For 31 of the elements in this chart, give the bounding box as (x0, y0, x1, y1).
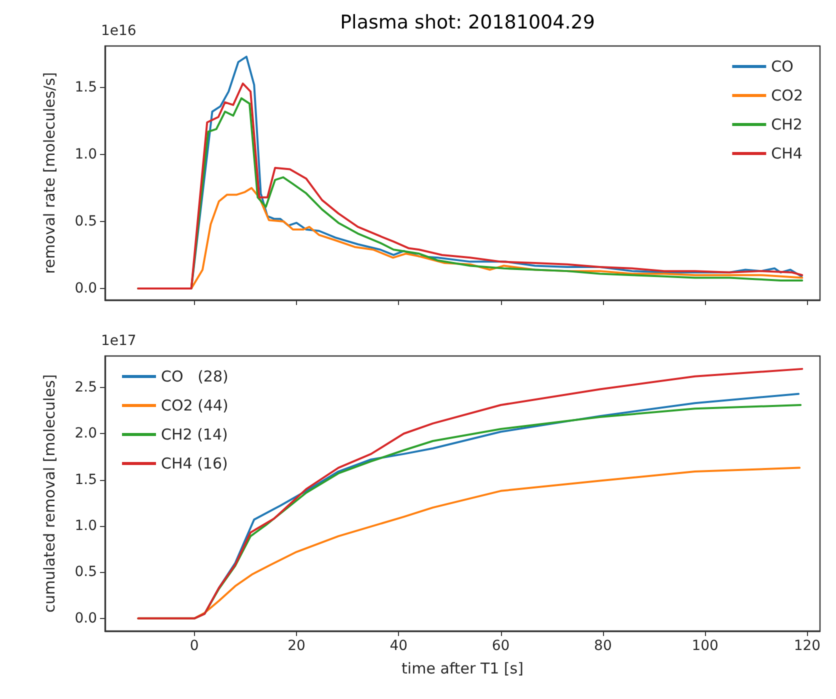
x-tick-label: 120 (794, 638, 821, 654)
legend-label: CH2 (771, 116, 802, 134)
x-axis-title: time after T1 [s] (402, 660, 524, 678)
legend-label: CH4 (771, 144, 802, 162)
x-tick-label: 60 (492, 638, 510, 654)
y-tick-label: 0.5 (74, 213, 97, 230)
legend-label: CO (28) (161, 368, 228, 386)
y-axis-title: cumulated removal [molecules] (40, 374, 58, 613)
x-tick-label: 0 (190, 638, 199, 654)
y-tick-label: 1.5 (74, 80, 97, 96)
text: 1e16 (101, 23, 136, 39)
legend-label: CH2 (14) (161, 426, 228, 444)
legend-label: CH4 (16) (161, 454, 228, 472)
y-tick-label: 2.5 (74, 379, 97, 396)
y-tick-label: 1.0 (74, 146, 97, 163)
x-tick-label: 20 (288, 638, 306, 654)
legend-label: CO2 (44) (161, 396, 228, 414)
x-tick-label: 100 (692, 638, 718, 654)
y-tick-label: 0.0 (74, 280, 97, 296)
x-tick-label: 80 (594, 638, 612, 654)
legend-label: CO (771, 58, 794, 76)
y-tick-label: 1.5 (74, 472, 97, 488)
y-axis-title: removal rate [molecules/s] (40, 72, 58, 274)
y-tick-label: 0.0 (74, 610, 97, 626)
text: 1e17 (101, 333, 136, 349)
y-tick-label: 2.0 (74, 426, 97, 442)
chart-title: Plasma shot: 20181004.29 (340, 12, 595, 34)
y-tick-label: 0.5 (74, 564, 97, 580)
y-tick-label: 1.0 (74, 518, 97, 534)
x-tick-label: 40 (390, 638, 408, 654)
legend-label: CO2 (771, 86, 804, 104)
